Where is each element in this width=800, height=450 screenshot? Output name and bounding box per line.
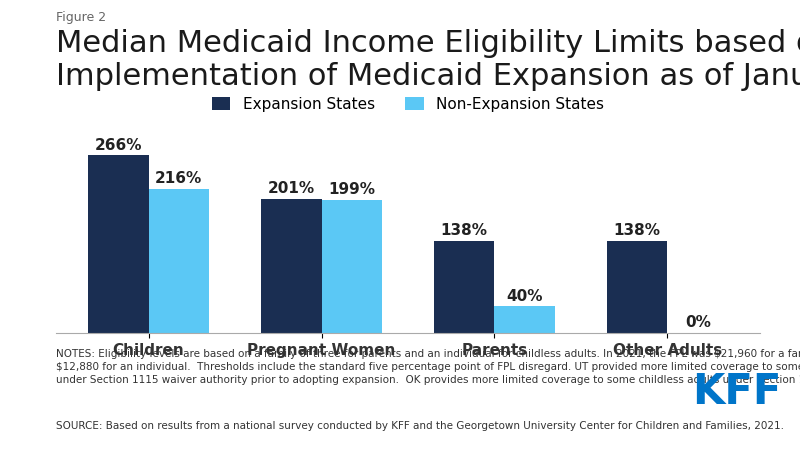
Text: 199%: 199% bbox=[328, 182, 375, 198]
Bar bbox=[607, 241, 667, 333]
Bar bbox=[434, 241, 494, 333]
Text: 138%: 138% bbox=[441, 223, 488, 238]
Text: 266%: 266% bbox=[94, 138, 142, 153]
Bar bbox=[88, 155, 149, 333]
Text: 216%: 216% bbox=[155, 171, 202, 186]
Text: Figure 2: Figure 2 bbox=[56, 11, 106, 24]
Bar bbox=[322, 200, 382, 333]
Legend: Expansion States, Non-Expansion States: Expansion States, Non-Expansion States bbox=[207, 92, 609, 117]
Text: 201%: 201% bbox=[268, 181, 315, 196]
Text: 138%: 138% bbox=[614, 223, 661, 238]
Bar bbox=[494, 306, 555, 333]
Bar bbox=[261, 199, 322, 333]
Text: KFF: KFF bbox=[692, 370, 782, 413]
Text: Median Medicaid Income Eligibility Limits based on
Implementation of Medicaid Ex: Median Medicaid Income Eligibility Limit… bbox=[56, 29, 800, 91]
Text: 40%: 40% bbox=[506, 288, 543, 304]
Text: SOURCE: Based on results from a national survey conducted by KFF and the Georget: SOURCE: Based on results from a national… bbox=[56, 421, 784, 431]
Text: NOTES: Eligibility levels are based on a family of three for parents and an indi: NOTES: Eligibility levels are based on a… bbox=[56, 349, 800, 385]
Text: 0%: 0% bbox=[685, 315, 710, 330]
Bar bbox=[149, 189, 209, 333]
